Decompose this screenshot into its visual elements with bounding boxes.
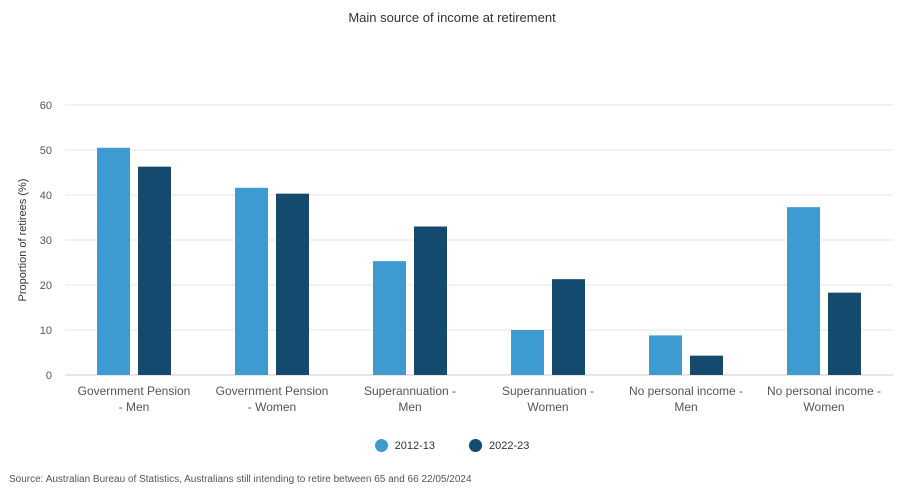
bar-2012-13-4[interactable] [649,335,682,375]
x-axis-categories: Government Pension - Men Government Pensio… [78,384,881,414]
y-tick-label: 10 [40,325,52,337]
x-category-label: - Women [248,400,296,414]
y-axis-title: Proportion of retirees (%) [17,179,29,302]
legend-item[interactable]: 2012-13 [374,439,435,452]
legend-swatch [374,439,388,452]
legend-swatch [469,439,482,452]
bar-2022-23-5[interactable] [828,292,861,375]
x-category-label: No personal income - [629,384,743,398]
x-category-label: Men [398,400,421,414]
x-category-label: Superannuation - [502,384,594,398]
y-tick-label: 0 [46,370,52,382]
legend-label: 2022-23 [489,439,530,452]
bar-2012-13-2[interactable] [373,261,406,375]
bar-2012-13-0[interactable] [97,147,130,375]
y-tick-label: 40 [40,190,52,202]
y-tick-label: 50 [40,145,52,157]
y-axis-ticks: 0 10 20 30 40 50 60 [40,100,52,382]
x-category-label: Women [527,400,568,414]
gridlines [65,104,893,376]
y-tick-label: 60 [40,100,52,112]
legend: 2012-13 2022-23 [0,439,904,452]
bar-2022-23-2[interactable] [414,226,447,376]
x-category-label: No personal income - [767,384,881,398]
legend-item[interactable]: 2022-23 [469,439,529,452]
bar-2022-23-4[interactable] [690,355,723,375]
x-category-label: Women [803,400,844,414]
x-category-label: Superannuation - [364,384,456,398]
y-tick-label: 30 [40,235,52,247]
bar-2012-13-1[interactable] [235,187,268,375]
legend-label: 2012-13 [394,439,435,452]
x-category-label: Government Pension [216,384,329,398]
bars [97,147,861,376]
bar-2022-23-1[interactable] [276,193,309,375]
chart-title: Main source of income at retirement [348,10,556,25]
x-category-label: Men [674,400,697,414]
bar-2012-13-3[interactable] [511,330,544,375]
source-note: Source: Australian Bureau of Statistics,… [9,474,472,485]
bar-2022-23-0[interactable] [138,166,171,375]
y-tick-label: 20 [40,280,52,292]
x-category-label: - Men [119,400,150,414]
bar-2012-13-5[interactable] [787,207,820,375]
bar-2022-23-3[interactable] [552,279,585,375]
x-category-label: Government Pension [78,384,191,398]
